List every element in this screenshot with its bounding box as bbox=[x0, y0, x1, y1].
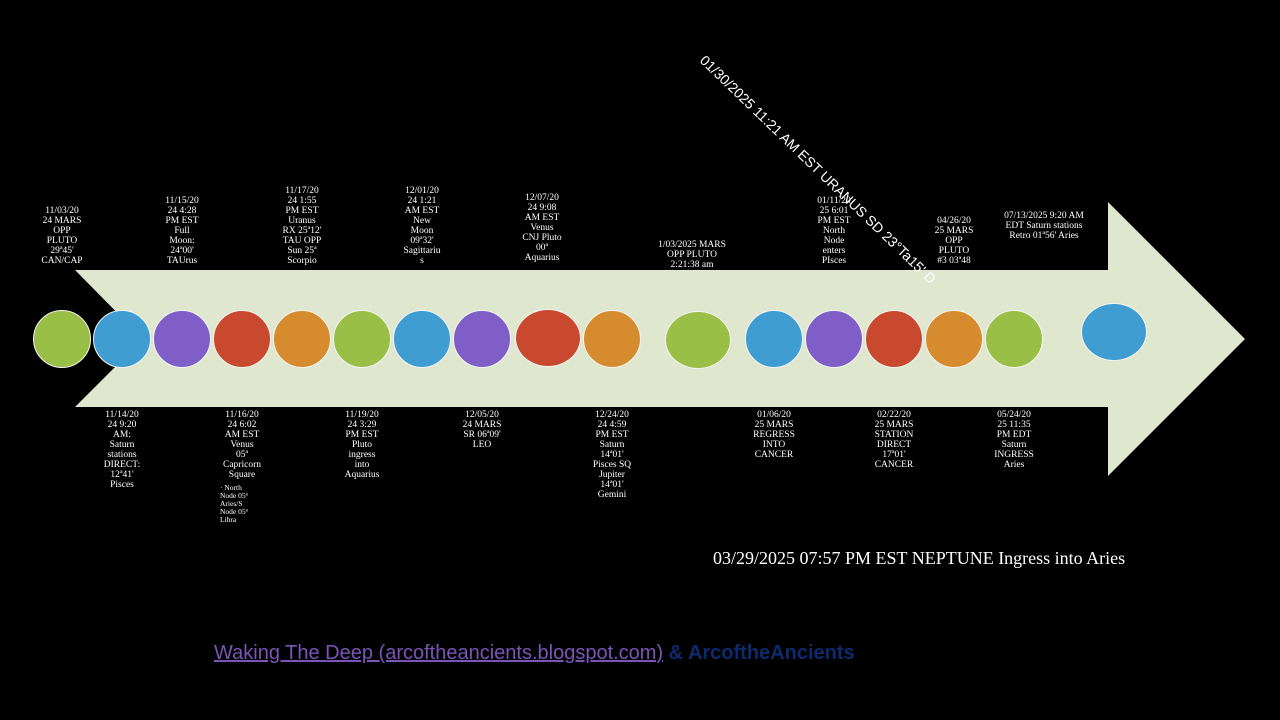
event-circle bbox=[213, 310, 271, 368]
event-label-below: 11/19/20 24 3:29 PM EST Pluto ingress in… bbox=[344, 410, 380, 480]
event-label-below: 12/24/20 24 4:59 PM EST Saturn 14ª01' Pi… bbox=[592, 410, 632, 500]
event-circle bbox=[583, 310, 641, 368]
event-label-above: 12/01/20 24 1:21 AM EST New Moon 09ª32' … bbox=[403, 186, 441, 266]
event-circle bbox=[925, 310, 983, 368]
event-label-above: 11/03/20 24 MARS OPP PLUTO 29ª45' CAN/CA… bbox=[41, 206, 83, 266]
blog-link[interactable]: Waking The Deep (arcoftheancients.blogsp… bbox=[214, 642, 664, 664]
event-circle bbox=[453, 310, 511, 368]
event-label-above: 11/15/20 24 4:28 PM EST Full Moon: 24ª00… bbox=[165, 196, 199, 266]
event-label-above: 04/26/20 25 MARS OPP PLUTO #3 03ª48 bbox=[934, 216, 974, 266]
event-circle bbox=[333, 310, 391, 368]
event-circle bbox=[33, 310, 91, 368]
event-label-below: 12/05/20 24 MARS SR 06ª09' LEO bbox=[462, 410, 502, 450]
event-circle bbox=[665, 311, 731, 369]
event-label-above: 07/13/2025 9:20 AM EDT Saturn stations R… bbox=[1004, 211, 1084, 241]
event-label-above: 12/07/20 24 9:08 AM EST Venus CNJ Pluto … bbox=[522, 193, 562, 263]
event-label-below: 01/06/20 25 MARS REGRESS INTO CANCER bbox=[753, 410, 795, 460]
event-circle bbox=[985, 310, 1043, 368]
event-label-above: 01/11/20 25 6:01 PM EST North Node enter… bbox=[817, 196, 851, 266]
event-label-below: 11/16/20 24 6:02 AM EST Venus 05ª Capric… bbox=[223, 410, 261, 480]
footer-credit: Waking The Deep (arcoftheancients.blogsp… bbox=[214, 642, 855, 665]
north-node-note: · North Node 05ª Aries/S Node 05ª Libra bbox=[220, 483, 248, 524]
event-label-below: 02/22/20 25 MARS STATION DIRECT 17ª01' C… bbox=[874, 410, 914, 470]
event-circle bbox=[805, 310, 863, 368]
event-circle bbox=[745, 310, 803, 368]
event-label-above: 11/17/20 24 1:55 PM EST Uranus RX 25ª12'… bbox=[282, 186, 322, 266]
event-label-above: 1/03/2025 MARS OPP PLUTO 2:21:38 am bbox=[658, 240, 726, 270]
neptune-ingress-note: 03/29/2025 07:57 PM EST NEPTUNE Ingress … bbox=[713, 548, 1126, 568]
event-circle bbox=[515, 309, 581, 367]
event-circle bbox=[393, 310, 451, 368]
event-circle bbox=[93, 310, 151, 368]
event-circle bbox=[153, 310, 211, 368]
event-label-below: 11/14/20 24 9:20 AM: Saturn stations DIR… bbox=[103, 410, 141, 490]
event-label-below: 05/24/20 25 11:35 PM EDT Saturn INGRESS … bbox=[994, 410, 1034, 470]
footer-credit-name: & ArcoftheAncients bbox=[663, 642, 855, 664]
event-circle bbox=[865, 310, 923, 368]
arrow-shape bbox=[75, 202, 1245, 476]
event-circle bbox=[1081, 303, 1147, 361]
event-circle bbox=[273, 310, 331, 368]
